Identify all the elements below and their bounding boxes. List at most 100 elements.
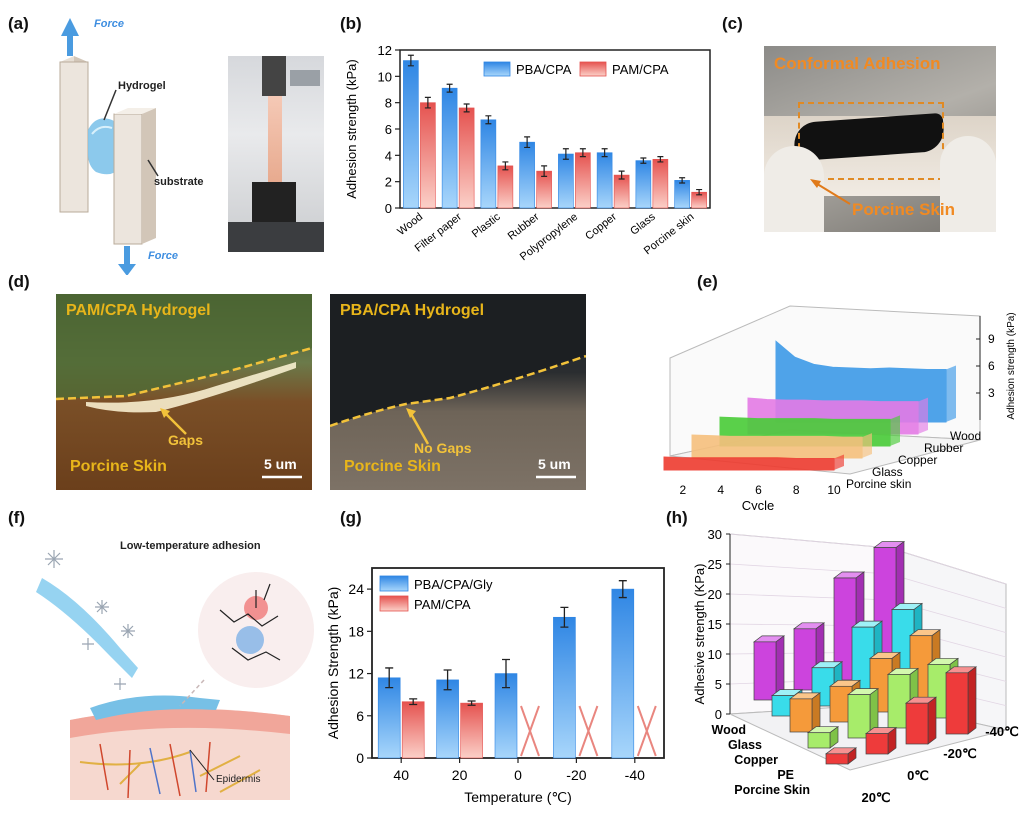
chart-e-ztick-label: 9 [988,332,995,346]
panel-f-title: Low-temperature adhesion [120,540,261,552]
chart-h-bar [793,628,817,691]
panel-d-right-photo: PBA/CPA Hydrogel No Gaps Porcine Skin 5 … [330,294,586,490]
panel-d-left-scale: 5 um [264,456,297,472]
panel-h: 0 5 10 15 20 25 30 Adhesive strength (KPa) Wood G… [690,524,1024,814]
chart-g-ytick-label: 18 [348,623,364,639]
chart-b-ytick-label: 10 [378,69,392,84]
chart-g-errorbar [467,700,476,706]
chart-e-xtick-label: 10 [827,483,841,497]
chart-b-bar [613,174,630,209]
chart-g-ytick-label: 12 [348,666,364,682]
chart-b-bar [674,180,690,209]
chart-g-bar [401,701,425,759]
tensile-test-photo [228,56,324,252]
panel-e: Wood Rubber Copper Glass Porcine skin 2 4 6 8 10 C… [640,280,1024,513]
chart-h-bar [945,672,969,735]
chart-e-xtick-label: 8 [793,483,800,497]
chart-b-ytick-label: 4 [385,148,392,163]
chart-b-legend-swatch [579,61,607,77]
chart-h-ztick-label: 0 [715,707,722,722]
chart-b-category-label: Glass [628,211,658,238]
panel-label-d: (d) [8,272,30,291]
chart-h-gridline [889,547,1007,585]
chart-b-bar [458,107,475,209]
chart-b-bar [558,153,574,209]
hydrogel-block [88,118,121,175]
panel-label-c: (c) [722,14,743,33]
chart-g-failed-marker [578,705,599,757]
panel-d-left-title: PAM/CPA Hydrogel [66,302,211,319]
chart-g-ytick-label: 6 [356,708,364,724]
snowflake-icon [45,550,135,690]
gaps-label: Gaps [168,432,204,448]
chart-b-category-label: Rubber [506,211,542,243]
chart-b-errorbar [485,115,492,125]
chart-b-bar [519,141,535,209]
chart-b-errorbar [679,177,686,184]
chart-b-ytick-label: 12 [378,43,392,58]
chart-e-ztick-label: 6 [988,359,995,373]
hydrogel-pointer [103,89,117,121]
chart-b-bar [441,87,458,209]
chart-b-bar [652,158,669,209]
chart-g-xlabel: Temperature (℃) [464,789,572,805]
chart-h-ztick-label: 20 [708,587,722,602]
porcine-skin-arrow [810,179,851,205]
chart-h-ztick-label: 15 [708,617,722,632]
chart-h-bar [905,702,929,745]
chart-h-temperature-label: -40℃ [985,724,1018,739]
force-bottom-label: Force [148,250,178,262]
chart-g-svg: 0 6 12 18 24 Adhesion Strength (kPa) 40 20 0 -20 -… [325,567,665,805]
chart-b-errorbar [618,170,625,180]
chart-b-bar [575,152,591,209]
chart-h-bar-side [927,696,937,745]
panel-a-schematic [59,18,159,276]
panel-d-left-photo: PAM/CPA Hydrogel Gaps Porcine Skin 5 um [56,294,312,490]
chart-g-xtick-label: -40 [625,767,645,783]
chart-g-bar [436,679,459,759]
panel-label-b: (b) [340,14,362,33]
chart-e-area-side [946,365,956,422]
chart-b-category-label: Plastic [470,211,503,241]
chart-h-zlabel: Adhesive strength (KPa) [692,564,707,705]
panel-label-h: (h) [666,508,688,527]
chart-b-legend-label: PBA/CPA [516,62,572,77]
chart-b-ytick-label: 0 [385,201,392,216]
chart-g-xtick-label: 40 [393,767,409,783]
chart-e-xtick-label: 4 [717,483,724,497]
panel-c-skin-label: Porcine Skin [852,200,955,219]
chart-b-errorbar [502,161,509,171]
panel-c-photo: Conformal Adhesion Porcine Skin [764,46,996,232]
chart-b-bar [420,102,436,209]
panel-b: 0 2 4 6 8 10 12 Adhesion strength (kPa) Wood Filt… [340,30,720,275]
chart-b-errorbar [446,83,453,93]
chart-e-area [663,456,835,471]
chart-h-bar [825,753,849,765]
chart-g-bar [377,677,401,759]
chart-e-xlabel: Cycle [742,498,775,510]
chart-h-svg: 0 5 10 15 20 25 30 Adhesive strength (KPa) WoodG… [692,527,1019,805]
panel-f-schematic [36,550,314,800]
chart-b-errorbar [601,148,608,158]
chart-g-errorbar [560,606,569,628]
chart-h-ztick-label: 30 [708,527,722,542]
chart-g-ytick-label: 0 [356,750,364,766]
force-arrow-down-icon [118,246,136,276]
chart-h-material-label: Wood [712,723,746,737]
chart-g-failed-marker [636,705,657,757]
panel-label-f: (f) [8,508,25,527]
chart-g-bar [460,702,483,759]
substrate-plate-left [59,56,89,213]
chart-h-temperature-label: -20℃ [943,746,976,761]
chart-b-bar [480,119,497,209]
panel-c-title: Conformal Adhesion [774,54,941,73]
chart-g-bar [611,588,635,759]
chart-b-errorbar [562,148,569,160]
chart-b-errorbar [579,148,586,158]
chart-b-errorbar [640,157,647,164]
chart-h-bar-side [811,692,821,733]
chart-b-ylabel: Adhesion strength (kPa) [344,59,359,198]
chart-g-bar [553,616,576,759]
